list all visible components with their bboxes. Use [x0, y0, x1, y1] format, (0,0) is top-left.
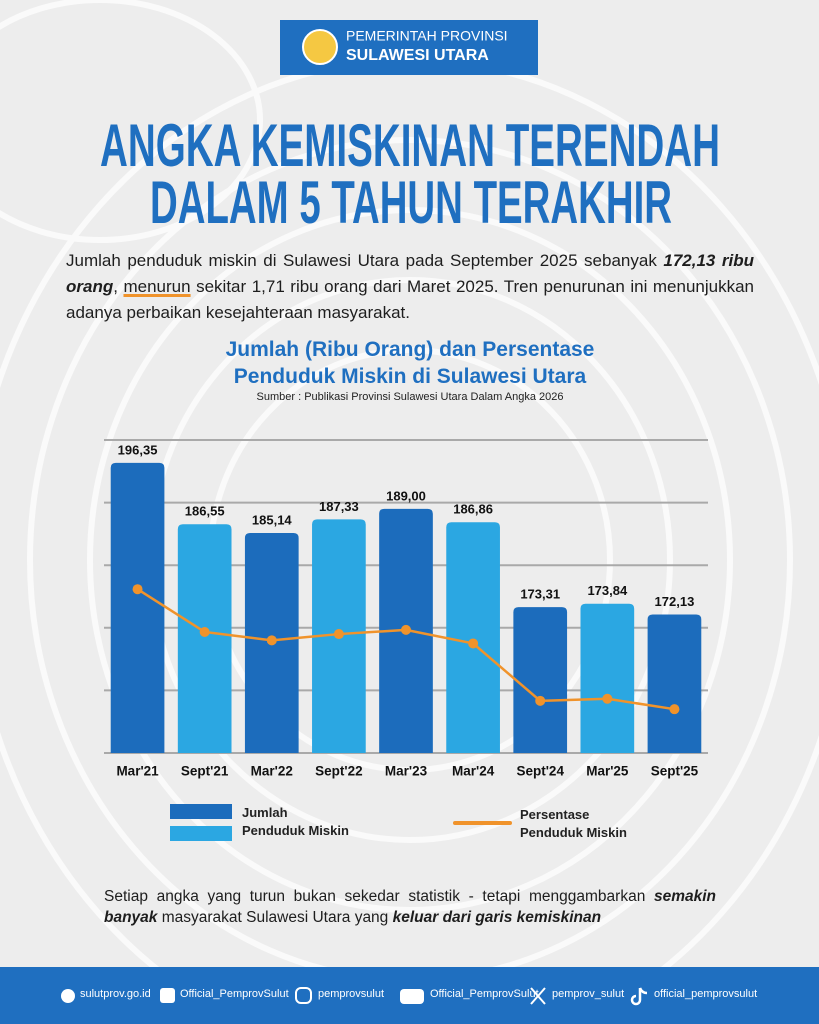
footer-link[interactable]: sulutprov.go.id — [80, 988, 151, 1000]
line-point — [535, 695, 546, 706]
chart-subtitle: Sumber : Publikasi Provinsi Sulawesi Uta… — [256, 391, 564, 403]
value-label: 196,35 — [118, 442, 158, 457]
closing: Setiap angka yang turun bukan sekedar st… — [104, 886, 716, 928]
bar — [446, 522, 500, 753]
legend-label: Jumlah Penduduk Miskin — [242, 805, 349, 838]
x-tick-label: Mar'21 — [116, 764, 159, 779]
value-label: 185,14 — [252, 512, 293, 527]
value-label: 173,84 — [587, 583, 628, 598]
legend-swatch — [170, 826, 232, 841]
text: semakin banyak — [104, 888, 716, 926]
text: 172,13 ribu orang — [66, 251, 754, 296]
header-line2: SULAWESI UTARA — [346, 47, 489, 64]
line-point — [333, 629, 344, 640]
footer-link[interactable]: Official_PemprovSulut — [430, 988, 539, 1000]
x-tick-label: Sept'21 — [181, 764, 229, 779]
line-point — [468, 638, 479, 649]
footer-link[interactable]: pemprovsulut — [318, 988, 385, 1000]
text: menurun — [123, 277, 191, 296]
logo — [302, 29, 338, 65]
bar — [110, 462, 165, 753]
footer-link[interactable]: Official_PemprovSulut — [180, 988, 289, 1000]
value-label: 189,00 — [386, 488, 426, 503]
headline: ANGKA KEMISKINAN TERENDAH — [100, 112, 720, 179]
chart-title: Jumlah (Ribu Orang) dan Persentase Pendu… — [225, 338, 595, 388]
text: Setiap angka yang turun bukan sekedar st… — [104, 888, 654, 905]
value-label: 173,31 — [520, 587, 560, 602]
x-tick-label: Sept'24 — [516, 764, 564, 779]
bar — [647, 614, 702, 753]
footer-icons — [61, 987, 648, 1006]
value-label: 187,33 — [319, 499, 359, 514]
line-point — [266, 635, 277, 646]
text: Jumlah penduduk miskin di Sulawesi Utara… — [66, 251, 664, 270]
value-label: 186,86 — [453, 502, 493, 517]
line-point — [669, 704, 680, 715]
x-tick-label: Mar'24 — [452, 764, 495, 779]
bar — [513, 607, 568, 753]
x-tick-label: Mar'25 — [586, 764, 629, 779]
text: masyarakat Sulawesi Utara yang — [157, 909, 393, 926]
bar — [580, 603, 635, 753]
line-point — [602, 693, 613, 704]
header-line1: PEMERINTAH PROVINSI — [346, 28, 508, 44]
footer-link[interactable]: pemprov_sulut — [552, 988, 625, 1000]
x-tick-label: Mar'23 — [385, 764, 428, 779]
line-point — [401, 624, 411, 635]
x-tick-label: Sept'25 — [651, 764, 699, 779]
text: sekitar 1,71 ribu orang dari Maret 2025.… — [66, 277, 754, 322]
intro: Jumlah penduduk miskin di Sulawesi Utara… — [66, 248, 754, 326]
legend-swatch — [170, 804, 232, 819]
headline: DALAM 5 TAHUN TERAKHIR — [150, 169, 672, 236]
text: keluar dari garis kemiskinan — [392, 909, 602, 926]
bar — [177, 524, 232, 753]
text: , — [113, 277, 124, 296]
value-label: 172,13 — [655, 594, 695, 609]
footer-link[interactable]: official_pemprovsulut — [654, 988, 758, 1000]
line-point — [199, 626, 210, 637]
value-label: 186,55 — [185, 504, 225, 519]
x-tick-label: Mar'22 — [251, 764, 293, 779]
x-tick-label: Sept'22 — [315, 764, 362, 779]
line-point — [132, 584, 143, 595]
legend-label: Persentase Penduduk Miskin — [520, 807, 627, 840]
plot: 196,35 Mar'21 186,55 Sept'21 185,14 Mar'22 187… — [104, 439, 708, 779]
